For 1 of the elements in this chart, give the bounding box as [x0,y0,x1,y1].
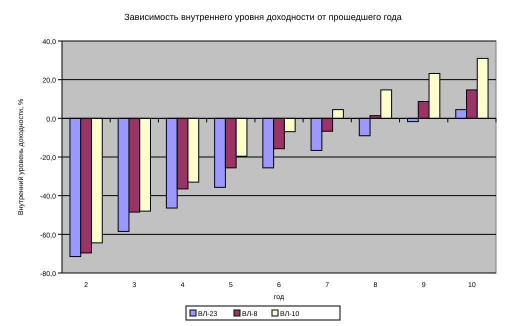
chart-title: Зависимость внутреннего уровня доходности от прошедшего года [124,12,402,22]
